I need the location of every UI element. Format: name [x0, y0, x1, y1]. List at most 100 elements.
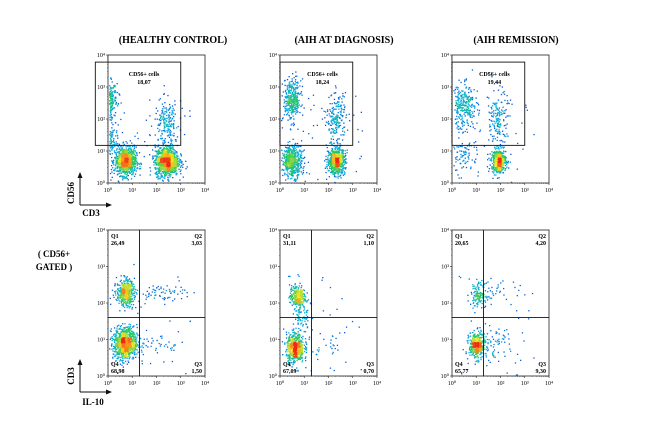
event-dot [164, 177, 166, 179]
event-dot [476, 122, 478, 124]
event-dot [288, 167, 290, 169]
event-dot [488, 170, 490, 172]
event-dot [117, 158, 119, 160]
event-dot [287, 157, 289, 159]
event-dot [285, 155, 287, 157]
event-dot [296, 97, 298, 99]
event-dot [130, 178, 133, 180]
event-dot [334, 85, 337, 87]
event-dot [129, 167, 131, 169]
event-dot [302, 167, 304, 169]
event-dot [336, 171, 339, 173]
event-dot [321, 118, 324, 120]
event-dot [296, 106, 299, 108]
event-dot [289, 145, 291, 147]
event-dot [462, 110, 464, 112]
event-dot [330, 121, 332, 123]
event-dot [335, 87, 337, 89]
event-dot [466, 98, 468, 100]
event-dot [290, 161, 293, 163]
event-dot [131, 150, 133, 152]
event-dot [174, 153, 176, 156]
event-dot [355, 170, 357, 173]
event-dot [330, 116, 332, 118]
event-dot [456, 99, 459, 102]
event-dot [317, 178, 319, 181]
event-dot [498, 131, 500, 133]
event-dot [284, 84, 286, 86]
event-dot [123, 164, 126, 166]
event-dot [330, 169, 333, 171]
x-tick-label: 10³ [177, 188, 185, 194]
event-dot [128, 146, 130, 148]
event-dot [169, 117, 171, 120]
event-dot [118, 150, 120, 153]
event-dot [123, 112, 125, 114]
event-dot [294, 99, 296, 101]
event-dot [330, 150, 333, 152]
event-dot [461, 90, 463, 92]
event-dot [120, 175, 122, 177]
event-dot [293, 104, 295, 107]
event-dot [286, 156, 288, 158]
event-dot [335, 121, 338, 123]
event-dot [111, 171, 113, 173]
event-dot [118, 156, 120, 158]
event-dot [129, 150, 131, 152]
event-dot [294, 147, 296, 149]
event-dot [161, 153, 164, 156]
event-dot [167, 168, 169, 170]
event-dot [170, 120, 172, 122]
event-dot [292, 165, 295, 167]
event-dot [459, 91, 461, 94]
event-dot [461, 128, 463, 130]
event-dot [297, 176, 299, 178]
event-dot [341, 150, 343, 152]
event-dot [466, 131, 469, 133]
event-dot [505, 150, 507, 153]
event-dot [338, 156, 340, 158]
event-dot [334, 161, 336, 163]
event-dot [462, 90, 464, 92]
event-dot [165, 107, 168, 109]
event-dot [172, 177, 174, 179]
event-dot [285, 150, 288, 152]
event-dot [285, 92, 287, 94]
event-dot [465, 87, 467, 89]
event-dot [171, 165, 173, 167]
event-dot [341, 151, 344, 153]
event-dot [288, 115, 290, 117]
event-dot [499, 85, 501, 87]
event-dot [109, 149, 111, 151]
event-dot [300, 162, 303, 165]
event-dot [454, 118, 457, 120]
event-dot [174, 158, 176, 160]
event-dot [295, 168, 297, 170]
event-dot [338, 159, 340, 161]
event-dot [122, 168, 124, 170]
event-dot [178, 162, 180, 164]
event-dot [174, 113, 176, 115]
event-dot [466, 110, 468, 112]
event-dot [289, 118, 291, 120]
event-dot [291, 177, 293, 179]
event-dot [330, 162, 332, 165]
event-dot [464, 115, 466, 117]
event-dot [338, 171, 340, 173]
event-dot [340, 170, 342, 173]
event-dot [459, 103, 462, 105]
event-dot [334, 132, 336, 134]
event-dot [289, 152, 291, 154]
event-dot [306, 172, 308, 174]
event-dot [476, 149, 478, 151]
event-dot [457, 111, 459, 113]
event-dot [464, 150, 466, 153]
event-dot [296, 153, 298, 155]
event-dot [170, 153, 172, 155]
event-dot [476, 153, 478, 155]
event-dot [282, 152, 284, 155]
event-dot [170, 147, 172, 150]
event-dot [157, 139, 159, 141]
event-dot [463, 152, 465, 154]
event-dot [463, 93, 465, 95]
